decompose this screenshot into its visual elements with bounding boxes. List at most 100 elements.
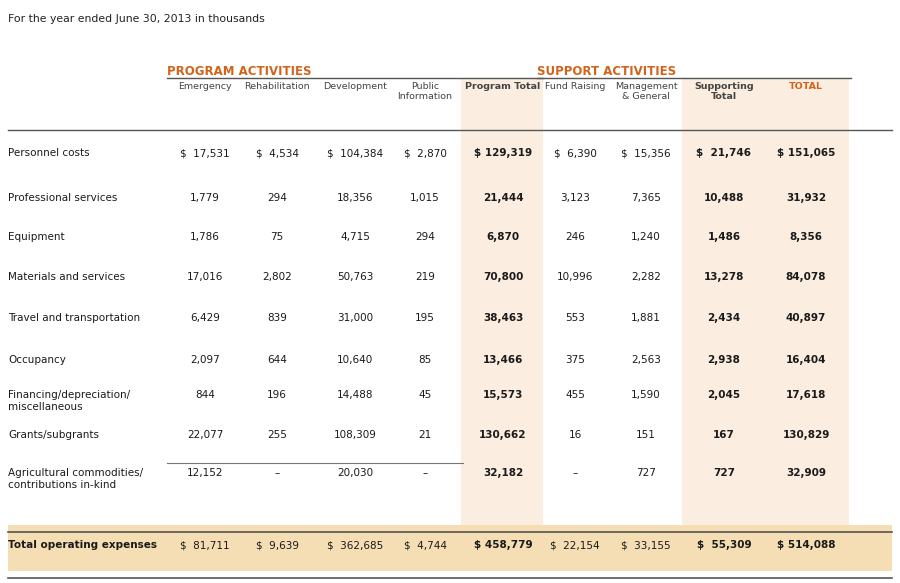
Text: SUPPORT ACTIVITIES: SUPPORT ACTIVITIES	[537, 65, 676, 78]
Text: 32,182: 32,182	[483, 468, 523, 478]
Text: $  22,154: $ 22,154	[550, 540, 599, 550]
Text: 18,356: 18,356	[337, 193, 374, 203]
Text: $  17,531: $ 17,531	[180, 148, 230, 158]
Text: 40,897: 40,897	[786, 313, 826, 323]
Text: Management
& General: Management & General	[615, 82, 678, 101]
Text: 2,938: 2,938	[707, 355, 741, 365]
Text: 1,881: 1,881	[631, 313, 661, 323]
Text: 20,030: 20,030	[337, 468, 374, 478]
Text: PROGRAM ACTIVITIES: PROGRAM ACTIVITIES	[167, 65, 311, 78]
Bar	[764, 78, 849, 571]
Text: 130,662: 130,662	[479, 430, 526, 440]
Text: 31,000: 31,000	[337, 313, 374, 323]
Text: $  4,534: $ 4,534	[256, 148, 299, 158]
Text: 38,463: 38,463	[482, 313, 523, 323]
Text: For the year ended June 30, 2013 in thousands: For the year ended June 30, 2013 in thou…	[8, 14, 265, 24]
Bar	[8, 525, 892, 571]
Text: 130,829: 130,829	[782, 430, 830, 440]
Text: $ 151,065: $ 151,065	[777, 148, 835, 158]
Text: $ 458,779: $ 458,779	[473, 540, 532, 550]
Text: –: –	[422, 468, 427, 478]
Text: 167: 167	[713, 430, 735, 440]
Text: Development: Development	[323, 82, 387, 91]
Text: 8,356: 8,356	[789, 232, 823, 242]
Text: 16,404: 16,404	[786, 355, 826, 365]
Text: 16: 16	[569, 430, 581, 440]
Text: Travel and transportation: Travel and transportation	[8, 313, 140, 323]
Text: $  6,390: $ 6,390	[554, 148, 597, 158]
Text: 727: 727	[713, 468, 735, 478]
Text: TOTAL: TOTAL	[789, 82, 823, 91]
Text: 455: 455	[565, 390, 585, 400]
Text: –: –	[572, 468, 578, 478]
Text: 75: 75	[270, 232, 284, 242]
Text: 294: 294	[267, 193, 287, 203]
Text: 2,563: 2,563	[631, 355, 661, 365]
Text: 12,152: 12,152	[187, 468, 223, 478]
Text: 7,365: 7,365	[631, 193, 661, 203]
Text: 375: 375	[565, 355, 585, 365]
Text: 13,466: 13,466	[482, 355, 523, 365]
Text: 1,486: 1,486	[707, 232, 741, 242]
Text: 4,715: 4,715	[340, 232, 370, 242]
Text: 21,444: 21,444	[482, 193, 523, 203]
Text: $ 514,088: $ 514,088	[777, 540, 835, 550]
Text: 219: 219	[415, 272, 435, 282]
Text: 45: 45	[418, 390, 432, 400]
Text: Personnel costs: Personnel costs	[8, 148, 90, 158]
Text: $  81,711: $ 81,711	[180, 540, 230, 550]
Text: 1,015: 1,015	[410, 193, 440, 203]
Text: 553: 553	[565, 313, 585, 323]
Text: Professional services: Professional services	[8, 193, 117, 203]
Text: 2,802: 2,802	[262, 272, 292, 282]
Text: 195: 195	[415, 313, 435, 323]
Text: 31,932: 31,932	[786, 193, 826, 203]
Text: 2,097: 2,097	[190, 355, 220, 365]
Text: Program Total: Program Total	[465, 82, 541, 91]
Text: $  9,639: $ 9,639	[256, 540, 299, 550]
Text: 839: 839	[267, 313, 287, 323]
Text: 844: 844	[195, 390, 215, 400]
Text: $  2,870: $ 2,870	[403, 148, 446, 158]
Text: 246: 246	[565, 232, 585, 242]
Text: $  33,155: $ 33,155	[621, 540, 670, 550]
Text: Materials and services: Materials and services	[8, 272, 125, 282]
Text: $  362,685: $ 362,685	[327, 540, 383, 550]
Text: Rehabilitation: Rehabilitation	[244, 82, 310, 91]
Text: Occupancy: Occupancy	[8, 355, 66, 365]
Text: $ 129,319: $ 129,319	[474, 148, 532, 158]
Text: 2,282: 2,282	[631, 272, 661, 282]
Text: 15,573: 15,573	[482, 390, 523, 400]
Text: Equipment: Equipment	[8, 232, 65, 242]
Text: Agricultural commodities/
contributions in-kind: Agricultural commodities/ contributions …	[8, 468, 143, 490]
Text: Supporting
Total: Supporting Total	[694, 82, 754, 101]
Text: 32,909: 32,909	[786, 468, 826, 478]
Text: 2,434: 2,434	[707, 313, 741, 323]
Text: 294: 294	[415, 232, 435, 242]
Text: Grants/subgrants: Grants/subgrants	[8, 430, 99, 440]
Text: Financing/depreciation/
miscellaneous: Financing/depreciation/ miscellaneous	[8, 390, 130, 412]
Text: 17,016: 17,016	[187, 272, 223, 282]
Text: 10,488: 10,488	[704, 193, 744, 203]
Text: 50,763: 50,763	[337, 272, 374, 282]
Text: 196: 196	[267, 390, 287, 400]
Bar	[682, 78, 764, 571]
Text: 255: 255	[267, 430, 287, 440]
Text: $  15,356: $ 15,356	[621, 148, 670, 158]
Text: 85: 85	[418, 355, 432, 365]
Text: 21: 21	[418, 430, 432, 440]
Text: 3,123: 3,123	[560, 193, 590, 203]
Text: $  4,744: $ 4,744	[403, 540, 446, 550]
Text: 108,309: 108,309	[334, 430, 376, 440]
Text: $  21,746: $ 21,746	[697, 148, 752, 158]
Text: Total operating expenses: Total operating expenses	[8, 540, 157, 550]
Text: 70,800: 70,800	[482, 272, 523, 282]
Text: 151: 151	[636, 430, 656, 440]
Text: 10,640: 10,640	[337, 355, 374, 365]
Text: 1,786: 1,786	[190, 232, 220, 242]
Text: 644: 644	[267, 355, 287, 365]
Text: 84,078: 84,078	[786, 272, 826, 282]
Text: 13,278: 13,278	[704, 272, 744, 282]
Text: 6,870: 6,870	[486, 232, 519, 242]
Text: 2,045: 2,045	[707, 390, 741, 400]
